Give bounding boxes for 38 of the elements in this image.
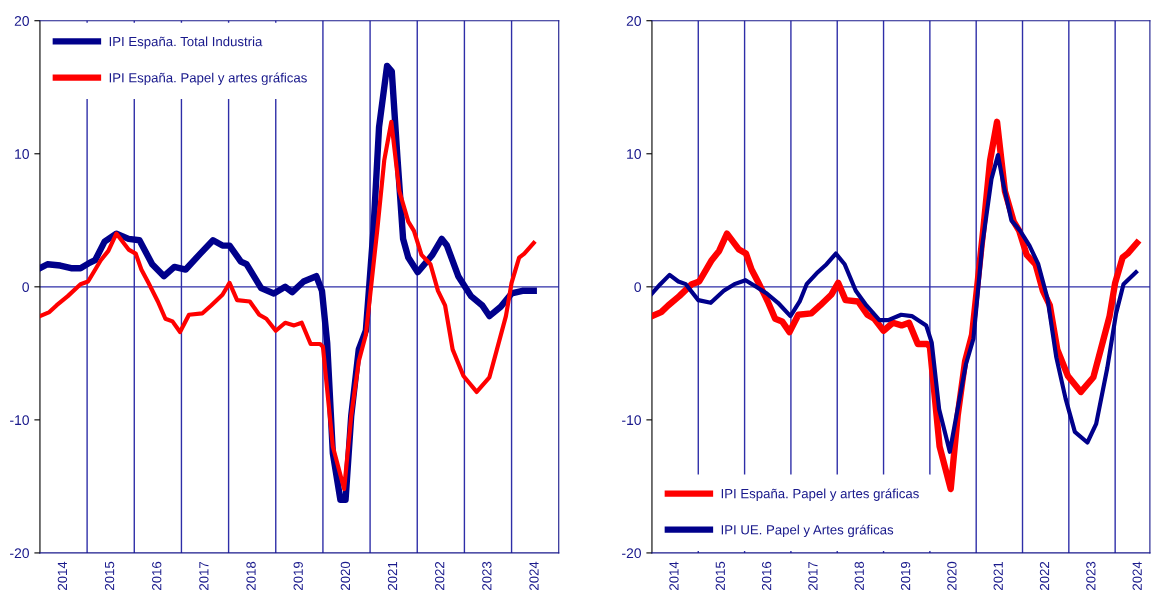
x-tick-label: 2020 [947, 561, 957, 590]
y-tick-label: 20 [14, 16, 29, 26]
x-tick-label: 2023 [1086, 561, 1096, 590]
x-tick-label: 2024 [1132, 561, 1142, 590]
y-tick-label: -20 [10, 548, 29, 559]
y-tick-label: 0 [634, 282, 641, 292]
y-tick-label: -20 [622, 548, 641, 559]
x-tick-label: 2014 [669, 561, 679, 590]
line-series [651, 153, 1139, 454]
x-tick-label: 2023 [482, 561, 492, 590]
x-tick-label: 2017 [808, 561, 818, 590]
x-tick-label: 2015 [715, 561, 725, 590]
x-tick-label: 2024 [529, 561, 539, 590]
x-tick-label: 2016 [761, 561, 772, 590]
x-tick-label: 2019 [900, 561, 911, 590]
x-tick-label: 2014 [57, 561, 68, 590]
line-series [39, 119, 536, 492]
x-tick-label: 2017 [199, 561, 209, 590]
legend-label: IPI UE. Papel y Artes gráficas [721, 524, 894, 538]
y-tick-label: -10 [10, 415, 29, 426]
x-tick-label: 2015 [104, 561, 115, 590]
legend-label: IPI España. Papel y artes gráficas [721, 488, 919, 501]
legend-label: IPI España. Papel y artes gráficas [109, 72, 307, 86]
legend-label: IPI España. Total Industria [109, 36, 263, 49]
x-tick-label: 2021 [993, 561, 1003, 590]
x-tick-label: 2016 [152, 561, 162, 590]
x-tick-label: 2018 [854, 561, 864, 590]
y-tick-label: 10 [627, 149, 641, 159]
y-tick-label: 20 [626, 16, 641, 26]
y-tick-label: 10 [15, 149, 29, 159]
x-tick-label: 2019 [293, 561, 303, 590]
x-tick-label: 2020 [340, 561, 351, 590]
x-tick-label: 2021 [387, 561, 398, 590]
x-tick-label: 2022 [435, 561, 445, 590]
x-tick-label: 2018 [246, 561, 256, 590]
y-tick-label: 0 [22, 282, 29, 292]
x-tick-label: 2022 [1039, 561, 1050, 590]
y-tick-label: -10 [622, 415, 641, 426]
